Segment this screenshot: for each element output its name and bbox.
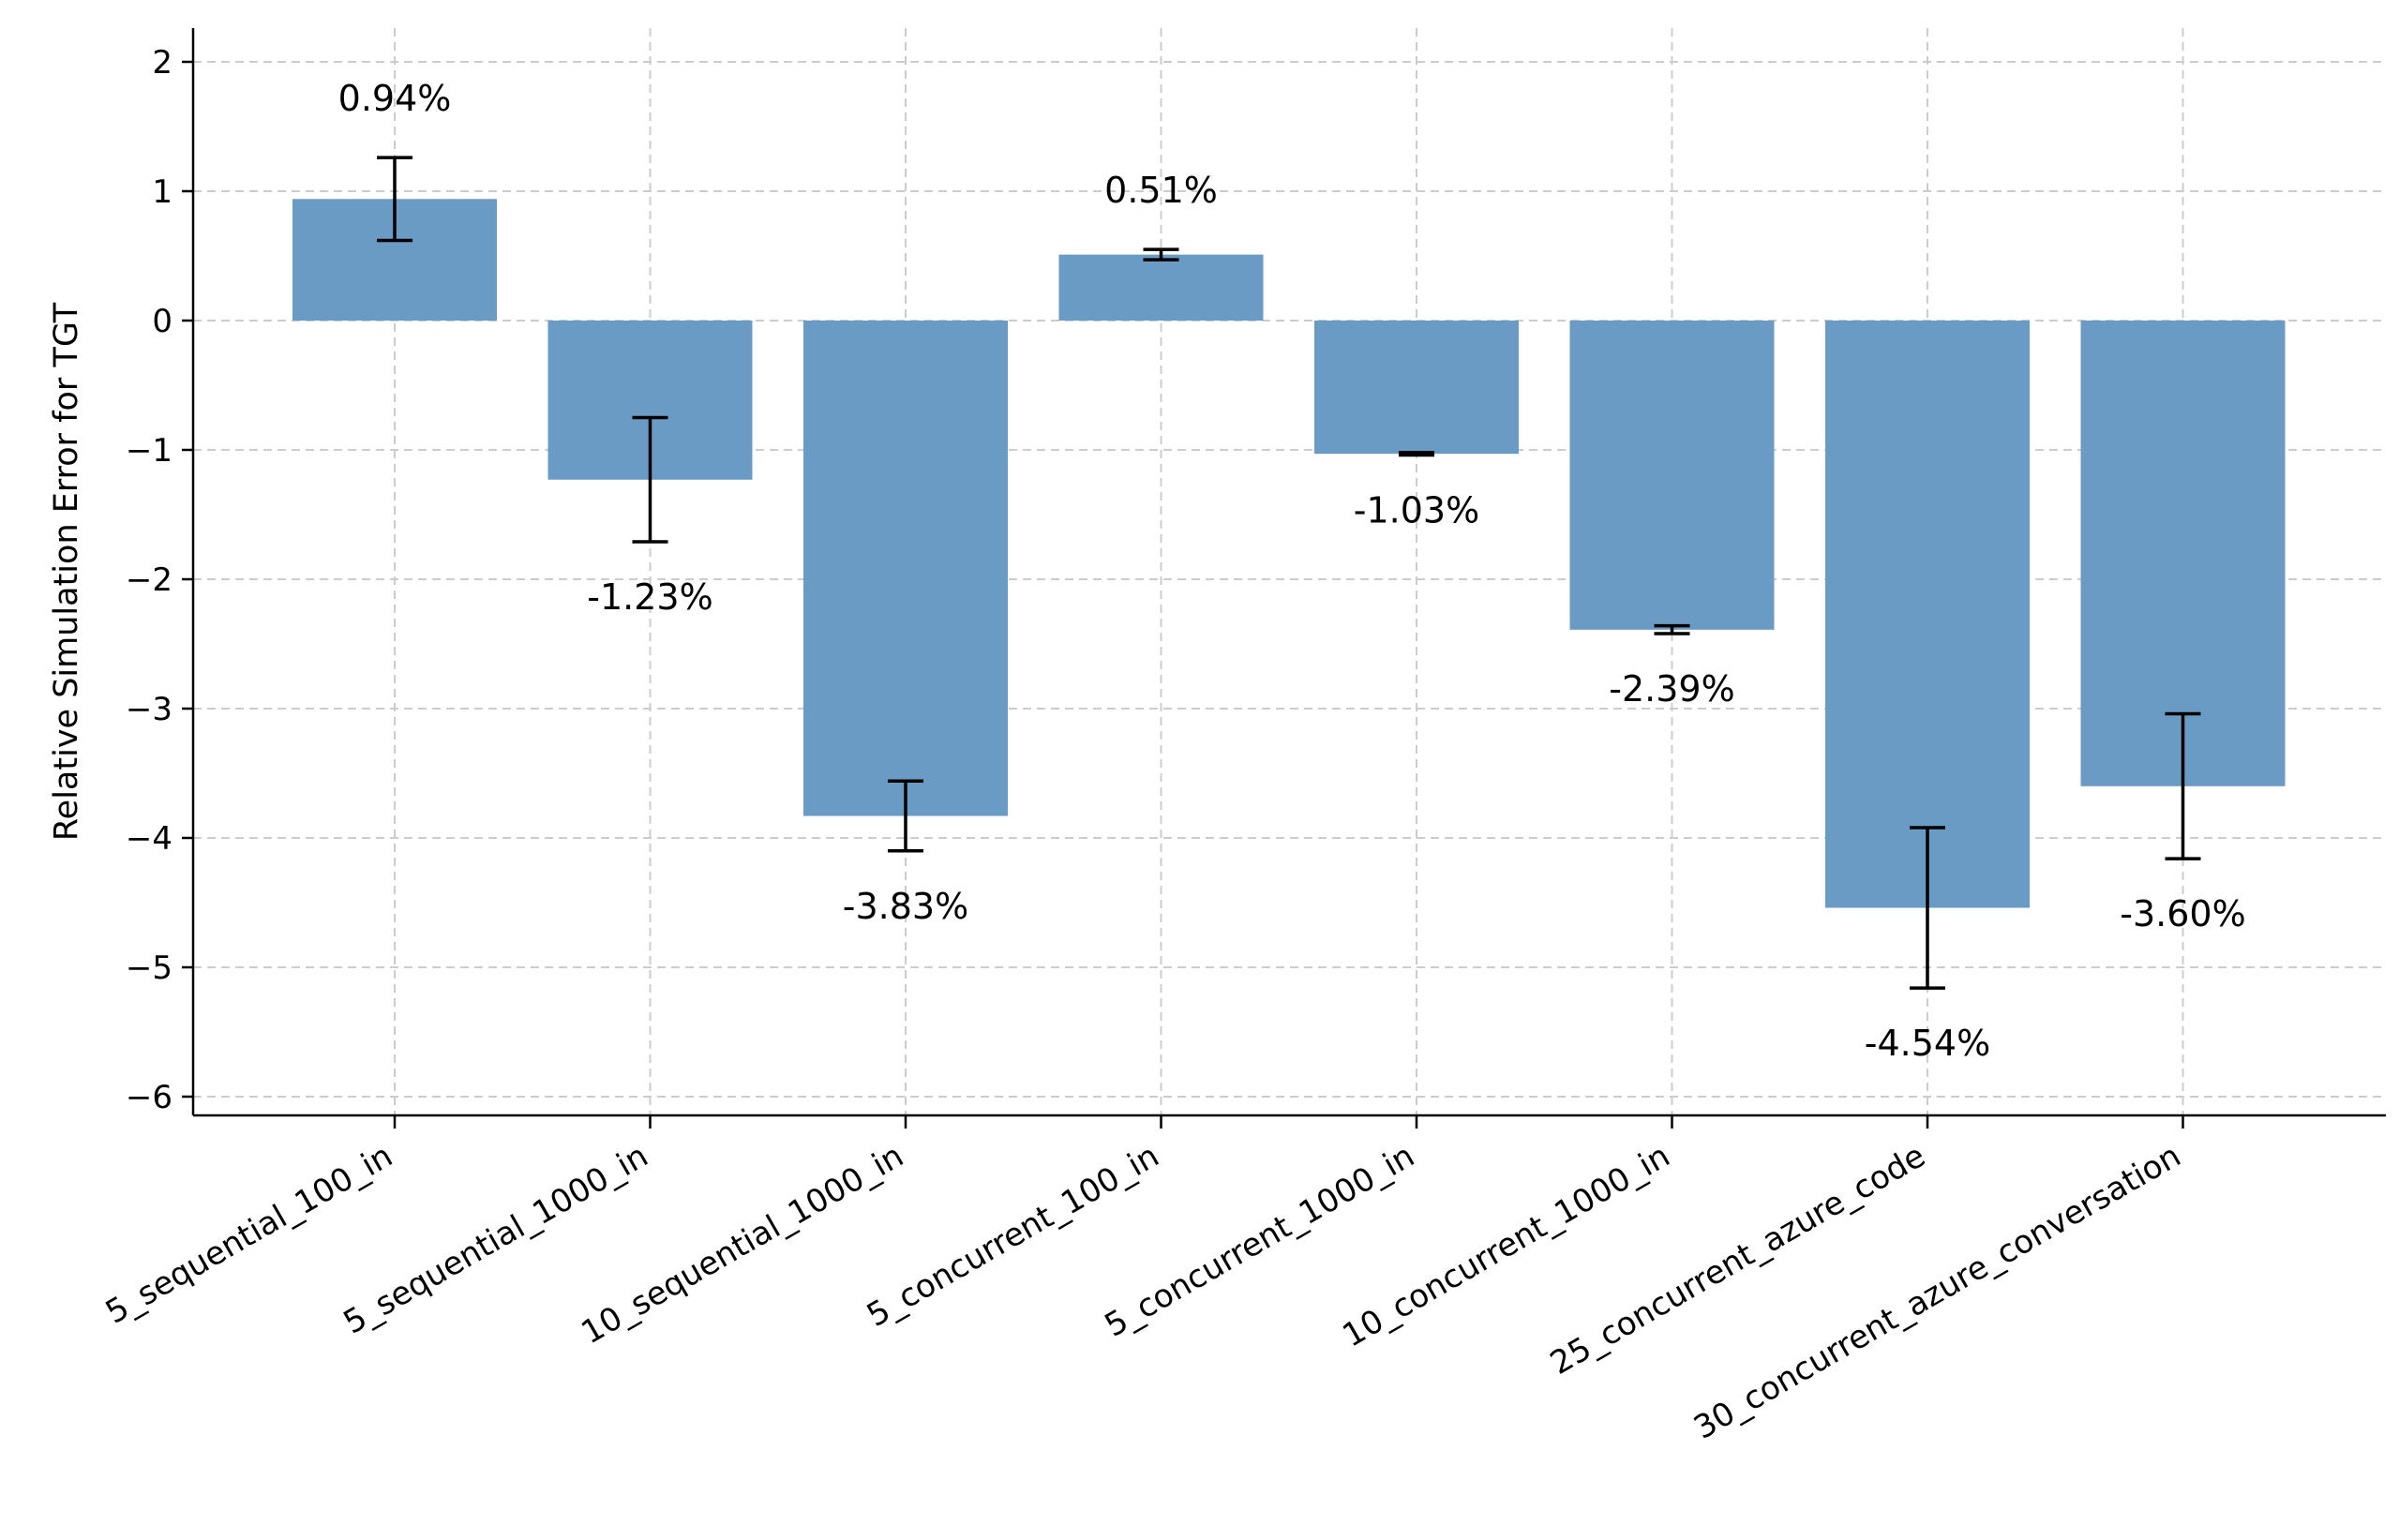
y-tick-label: 1 (152, 173, 172, 211)
y-tick-label: −5 (126, 949, 172, 987)
y-tick-label: −6 (126, 1079, 172, 1116)
y-tick-label: −3 (126, 691, 172, 728)
bar-layer (292, 199, 2286, 908)
data-label: -3.60% (2120, 893, 2245, 934)
data-label: -1.23% (587, 576, 712, 618)
data-label: -1.03% (1354, 490, 1479, 531)
bar (2080, 321, 2286, 786)
data-label: -4.54% (1865, 1023, 1990, 1064)
data-label: 0.51% (1104, 170, 1218, 211)
y-tick-label: −2 (126, 561, 172, 599)
bar (1569, 321, 1775, 630)
data-label-layer: 0.94% -1.23% -3.83% 0.51% -1.03% -2.39% -4.54%… (338, 78, 2246, 1064)
y-tick-label: 0 (152, 303, 172, 340)
x-tick-label: 30_concurrent_azure_conversation (1687, 1137, 2187, 1447)
data-label: -2.39% (1609, 668, 1734, 710)
data-label: 0.94% (338, 78, 452, 119)
bar (1314, 321, 1519, 455)
y-tick-label: 2 (152, 44, 172, 82)
bar (803, 321, 1008, 816)
bar (1058, 254, 1264, 321)
y-tick-label: −4 (126, 820, 172, 858)
data-label: -3.83% (843, 886, 968, 927)
bar (1825, 321, 2030, 908)
grid-layer (193, 28, 2386, 1115)
error-bar-layer (377, 156, 2201, 990)
y-axis-title: Relative Simulation Error for TGT (48, 302, 85, 841)
y-tick-label: −1 (126, 432, 172, 470)
